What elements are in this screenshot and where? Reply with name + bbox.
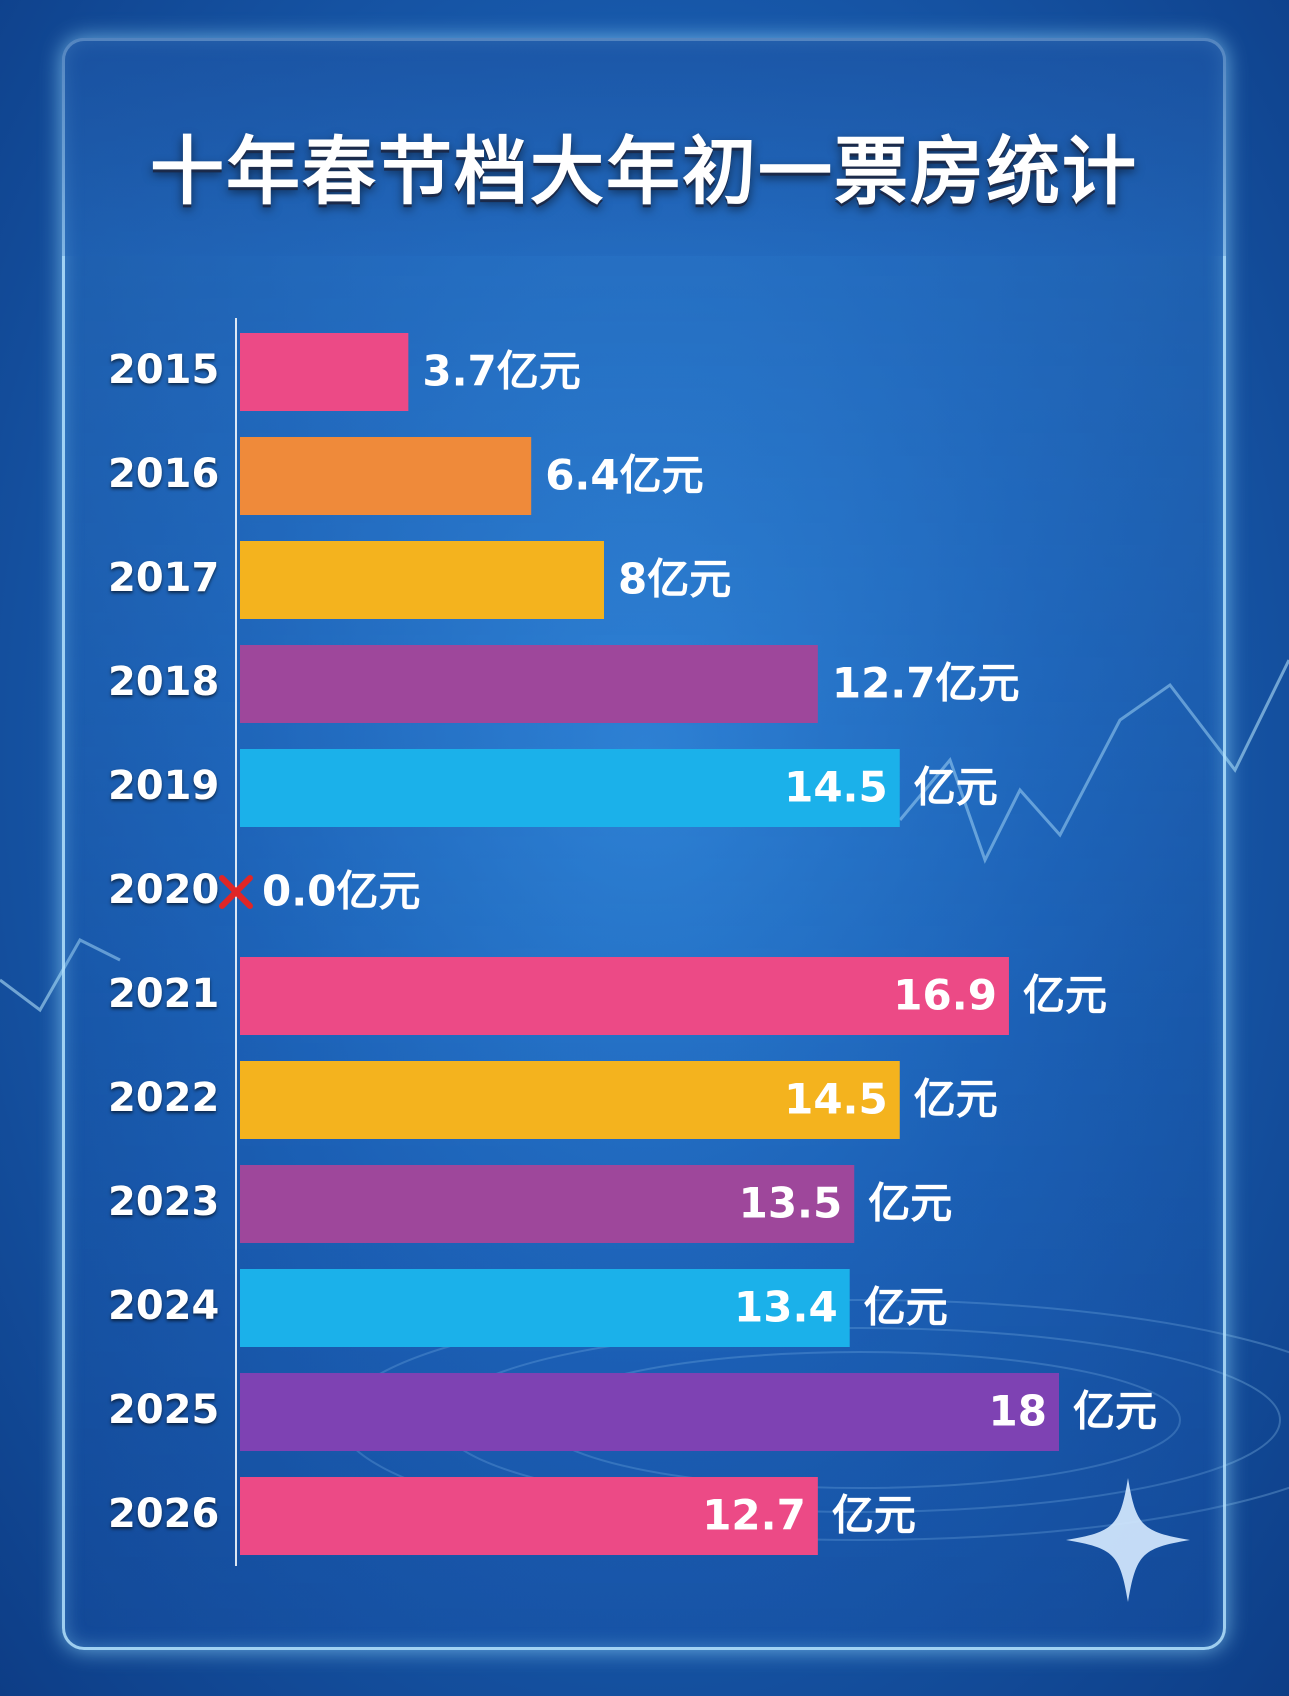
tick-label-year: 2022 <box>108 1075 219 1121</box>
tick-label-year: 2015 <box>108 347 219 393</box>
data-label: 16.9 <box>893 971 997 1020</box>
tick-label-year: 2026 <box>108 1491 219 1537</box>
data-label: 14.5 <box>784 1075 888 1124</box>
page-title: 十年春节档大年初一票房统计 <box>150 129 1138 215</box>
data-label-unit: 亿元 <box>914 1075 998 1124</box>
bars-layer <box>240 333 1059 1555</box>
data-label-unit: 亿元 <box>914 763 998 812</box>
data-label: 3.7亿元 <box>422 347 580 396</box>
data-label: 8亿元 <box>618 555 731 604</box>
bar <box>240 957 1009 1035</box>
tick-label-year: 2019 <box>108 763 219 809</box>
tick-label-year: 2016 <box>108 451 219 497</box>
tick-label-year: 2023 <box>108 1179 219 1225</box>
bar <box>240 1061 900 1139</box>
data-label-unit: 亿元 <box>1023 971 1107 1020</box>
data-label-unit: 亿元 <box>832 1491 916 1540</box>
bar <box>240 749 900 827</box>
data-label: 12.7亿元 <box>832 659 1020 708</box>
data-label: 13.4 <box>734 1283 838 1332</box>
tick-label-year: 2020 <box>108 867 219 913</box>
sparkle-icon <box>1066 1478 1190 1602</box>
data-label: 12.7 <box>702 1491 806 1540</box>
bar <box>240 1165 855 1243</box>
bar <box>240 437 532 515</box>
title-band <box>62 38 1226 256</box>
tick-label-year: 2024 <box>108 1283 219 1329</box>
background-trend-line <box>0 659 1289 1013</box>
data-label: 13.5 <box>739 1179 843 1228</box>
tick-label-year: 2025 <box>108 1387 219 1433</box>
tick-label-year: 2021 <box>108 971 219 1017</box>
data-label: 0.0亿元 <box>262 867 420 916</box>
bar <box>240 1373 1059 1451</box>
data-label: 18 <box>989 1387 1047 1436</box>
tick-label-year: 2017 <box>108 555 219 601</box>
data-label-unit: 亿元 <box>868 1179 952 1228</box>
bar <box>240 1477 818 1555</box>
bar <box>240 645 818 723</box>
bar <box>240 541 604 619</box>
cross-mark-icon <box>219 875 253 909</box>
data-label-unit: 亿元 <box>864 1283 948 1332</box>
bar <box>240 333 409 411</box>
tick-label-year: 2018 <box>108 659 219 705</box>
data-label: 6.4亿元 <box>545 451 703 500</box>
data-label-unit: 亿元 <box>1073 1387 1157 1436</box>
bar <box>240 1269 850 1347</box>
data-label: 14.5 <box>784 763 888 812</box>
